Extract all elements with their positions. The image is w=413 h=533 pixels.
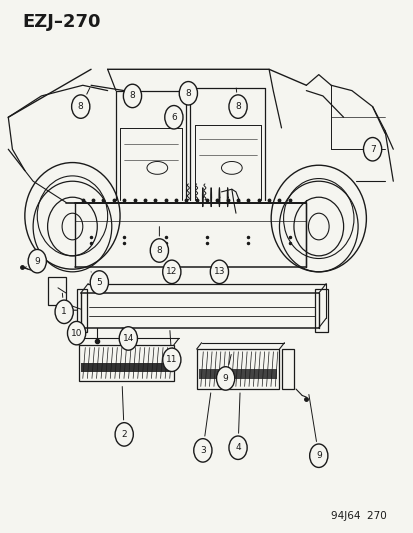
Text: 8: 8 xyxy=(185,89,191,98)
Circle shape xyxy=(210,260,228,284)
Circle shape xyxy=(162,260,180,284)
Text: 9: 9 xyxy=(222,374,228,383)
Circle shape xyxy=(179,82,197,105)
Circle shape xyxy=(71,95,90,118)
Circle shape xyxy=(164,106,183,129)
Bar xyxy=(76,289,87,332)
Text: 3: 3 xyxy=(199,446,205,455)
Bar xyxy=(78,345,173,381)
Bar xyxy=(81,363,171,372)
Text: 8: 8 xyxy=(156,246,162,255)
Text: 9: 9 xyxy=(315,451,321,460)
Circle shape xyxy=(363,138,381,161)
Text: 94J64  270: 94J64 270 xyxy=(330,511,386,521)
Text: 8: 8 xyxy=(129,92,135,100)
Circle shape xyxy=(55,300,73,324)
Bar xyxy=(196,349,279,389)
Circle shape xyxy=(123,84,141,108)
Text: 7: 7 xyxy=(369,145,375,154)
Circle shape xyxy=(90,271,108,294)
Text: 5: 5 xyxy=(96,278,102,287)
Text: 8: 8 xyxy=(235,102,240,111)
Circle shape xyxy=(228,436,247,459)
Circle shape xyxy=(193,439,211,462)
Circle shape xyxy=(162,348,180,372)
Circle shape xyxy=(216,367,234,390)
Text: 9: 9 xyxy=(34,257,40,265)
Text: 1: 1 xyxy=(61,308,67,316)
Text: 10: 10 xyxy=(71,329,82,337)
Circle shape xyxy=(119,327,137,350)
Text: 8: 8 xyxy=(78,102,83,111)
Circle shape xyxy=(28,249,46,273)
Bar xyxy=(47,277,66,305)
Text: 6: 6 xyxy=(171,113,176,122)
Text: 4: 4 xyxy=(235,443,240,452)
Circle shape xyxy=(67,321,85,345)
Text: EZJ–270: EZJ–270 xyxy=(23,13,101,31)
Text: 13: 13 xyxy=(213,268,225,276)
Bar xyxy=(315,289,327,332)
Bar xyxy=(198,369,277,379)
Text: 12: 12 xyxy=(166,268,177,276)
Text: 11: 11 xyxy=(166,356,177,364)
Text: 14: 14 xyxy=(122,334,134,343)
Bar xyxy=(281,349,293,389)
Circle shape xyxy=(115,423,133,446)
Circle shape xyxy=(309,444,327,467)
Circle shape xyxy=(228,95,247,118)
Text: 2: 2 xyxy=(121,430,127,439)
Circle shape xyxy=(150,239,168,262)
